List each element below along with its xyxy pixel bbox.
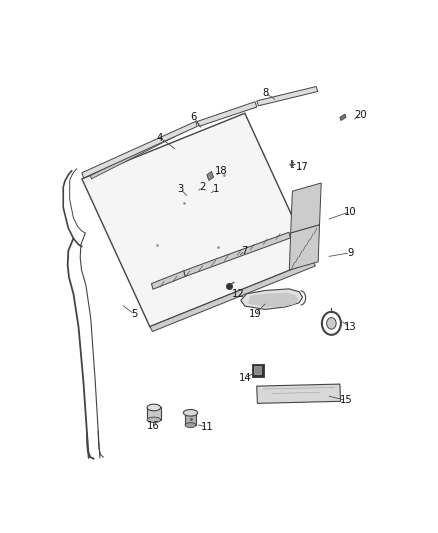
Polygon shape (82, 122, 197, 178)
Text: 1: 1 (213, 184, 219, 194)
Polygon shape (248, 293, 298, 307)
Text: 19: 19 (249, 309, 261, 319)
Text: 3: 3 (177, 184, 184, 194)
Ellipse shape (185, 423, 196, 427)
Text: 7: 7 (242, 246, 248, 256)
Polygon shape (207, 172, 214, 181)
FancyBboxPatch shape (254, 366, 261, 374)
FancyBboxPatch shape (185, 413, 196, 425)
Ellipse shape (147, 417, 161, 423)
Text: 10: 10 (344, 207, 357, 217)
Text: 18: 18 (215, 166, 227, 176)
FancyBboxPatch shape (252, 364, 264, 377)
Text: 15: 15 (340, 395, 353, 406)
Text: 17: 17 (296, 161, 309, 172)
Circle shape (327, 318, 336, 329)
FancyBboxPatch shape (147, 407, 161, 420)
Text: 9: 9 (347, 248, 353, 258)
Text: 12: 12 (232, 289, 244, 299)
Polygon shape (291, 183, 321, 233)
Polygon shape (184, 232, 290, 277)
Polygon shape (290, 225, 320, 270)
Text: 20: 20 (354, 110, 367, 120)
Polygon shape (152, 271, 185, 289)
Polygon shape (241, 289, 303, 309)
Text: 2: 2 (199, 182, 205, 192)
Polygon shape (90, 122, 197, 179)
Polygon shape (150, 261, 315, 332)
Ellipse shape (147, 404, 161, 411)
Text: 13: 13 (344, 321, 357, 332)
Ellipse shape (184, 409, 198, 416)
Text: 5: 5 (131, 309, 138, 319)
Text: 8: 8 (262, 88, 268, 98)
Text: 14: 14 (239, 373, 251, 383)
Polygon shape (197, 102, 257, 126)
Text: 16: 16 (147, 421, 159, 431)
Polygon shape (257, 384, 341, 403)
Polygon shape (340, 114, 346, 120)
Polygon shape (257, 86, 318, 106)
Polygon shape (82, 113, 313, 327)
Text: 4: 4 (157, 133, 163, 143)
Text: 6: 6 (191, 112, 197, 122)
Text: 11: 11 (201, 422, 214, 432)
